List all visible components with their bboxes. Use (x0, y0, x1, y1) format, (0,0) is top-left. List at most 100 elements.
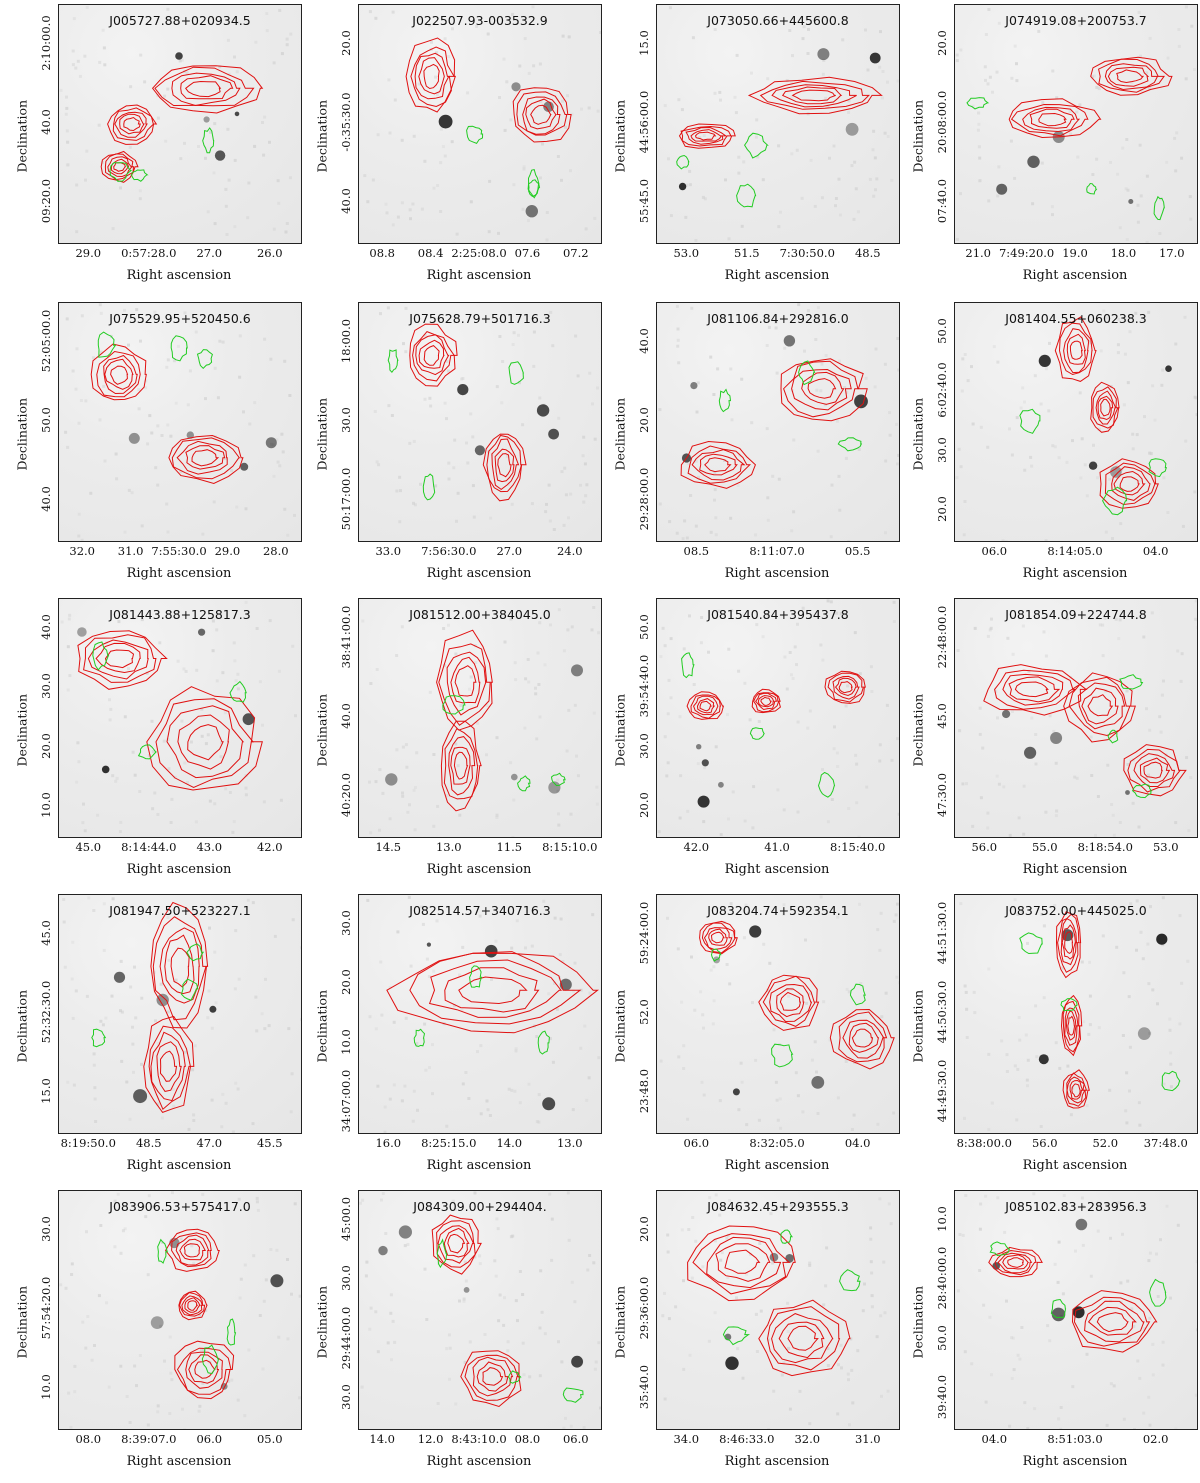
sky-image (657, 895, 899, 1133)
noise-pixel (1059, 1428, 1062, 1429)
noise-pixel (869, 1226, 872, 1229)
noise-pixel (771, 1262, 774, 1265)
x-tick-label: 11.5 (496, 840, 522, 854)
noise-pixel (1197, 626, 1198, 629)
noise-pixel (869, 1238, 872, 1241)
noise-pixel (724, 178, 727, 181)
noise-pixel (664, 735, 667, 738)
noise-pixel (1178, 1022, 1181, 1025)
noise-pixel (376, 668, 379, 671)
noise-pixel (858, 448, 861, 451)
noise-pixel (262, 154, 265, 157)
noise-pixel (91, 1359, 94, 1362)
noise-pixel (293, 514, 296, 517)
noise-pixel (460, 378, 463, 381)
x-axis-label: Right ascension (358, 1158, 600, 1173)
noise-pixel (1055, 810, 1058, 813)
noise-pixel (534, 692, 537, 695)
noise-pixel (1146, 241, 1149, 243)
noise-pixel (838, 509, 841, 512)
noise-pixel (965, 991, 968, 994)
optical-source (542, 1097, 555, 1110)
noise-pixel (538, 397, 541, 400)
noise-pixel (71, 1262, 74, 1265)
noise-pixel (1046, 1324, 1049, 1327)
noise-pixel (751, 826, 754, 829)
noise-pixel (702, 1027, 705, 1030)
noise-pixel (464, 1071, 467, 1074)
noise-pixel (532, 365, 535, 368)
noise-pixel (473, 516, 476, 519)
noise-pixel (776, 372, 779, 375)
x-tick-label: 47.0 (196, 1136, 222, 1150)
noise-pixel (375, 780, 378, 783)
noise-pixel (157, 1404, 160, 1407)
noise-pixel (84, 1347, 87, 1350)
noise-pixel (406, 1243, 409, 1246)
noise-pixel (495, 1275, 498, 1278)
noise-pixel (177, 660, 180, 663)
noise-pixel (584, 462, 587, 465)
noise-pixel (959, 49, 962, 52)
radio-contour (1055, 317, 1096, 382)
noise-pixel (539, 1327, 542, 1330)
noise-pixel (67, 163, 70, 166)
noise-pixel (596, 803, 599, 806)
noise-pixel (509, 118, 512, 121)
noise-pixel (801, 197, 804, 200)
noise-pixel (366, 200, 369, 203)
noise-pixel (369, 682, 372, 685)
x-tick-label: 8:32:05.0 (749, 1136, 804, 1150)
panel-title: J075628.79+501716.3 (359, 311, 601, 326)
y-tick-label: 10.0 (39, 765, 53, 845)
noise-pixel (510, 947, 513, 950)
noise-pixel (1135, 949, 1138, 952)
noise-pixel (201, 735, 204, 738)
noise-pixel (1086, 494, 1089, 497)
noise-pixel (564, 126, 567, 129)
noise-pixel (80, 399, 83, 402)
x-axis-label: Right ascension (58, 1158, 300, 1173)
noise-pixel (692, 36, 695, 39)
image-frame: J084309.00+294404. (358, 1190, 602, 1430)
noise-pixel (580, 108, 583, 111)
noise-pixel (963, 1117, 966, 1120)
radio-contour (1088, 695, 1112, 716)
y-tick-label: 20:08:00.0 (935, 82, 949, 162)
noise-pixel (440, 128, 443, 131)
noise-pixel (964, 500, 967, 503)
noise-pixel (170, 798, 173, 801)
noise-pixel (190, 1244, 193, 1247)
image-frame: J081443.88+125817.3 (58, 598, 302, 838)
y-tick-label: 20.0 (637, 765, 651, 845)
noise-pixel (566, 94, 569, 97)
noise-pixel (879, 743, 882, 746)
noise-pixel (233, 820, 236, 823)
y-tick-label: 44:56:00.0 (637, 82, 651, 162)
noise-pixel (458, 1300, 461, 1303)
noise-pixel (167, 1010, 170, 1013)
noise-pixel (535, 1035, 538, 1038)
noise-pixel (750, 72, 753, 75)
noise-pixel (511, 837, 514, 838)
radio-contour (160, 928, 199, 1003)
x-tick-label: 56.0 (971, 840, 997, 854)
noise-pixel (424, 1268, 427, 1271)
x-axis-label: Right ascension (954, 1158, 1196, 1173)
noise-pixel (1169, 1029, 1172, 1032)
noise-pixel (1162, 896, 1165, 899)
noise-pixel (682, 1044, 685, 1047)
panel-title: J075529.95+520450.6 (59, 311, 301, 326)
noise-pixel (1185, 5, 1188, 8)
noise-pixel (710, 969, 713, 972)
noise-pixel (1089, 1023, 1092, 1026)
noise-pixel (226, 233, 229, 236)
x-tick-label: 27.0 (496, 544, 522, 558)
noise-pixel (501, 360, 504, 363)
noise-pixel (1169, 1297, 1172, 1300)
noise-pixel (523, 727, 526, 730)
y-tick-label: 20.0 (339, 3, 353, 83)
noise-pixel (1169, 1051, 1172, 1054)
panel-title: J081512.00+384045.0 (359, 607, 601, 622)
noise-pixel (721, 1251, 724, 1254)
